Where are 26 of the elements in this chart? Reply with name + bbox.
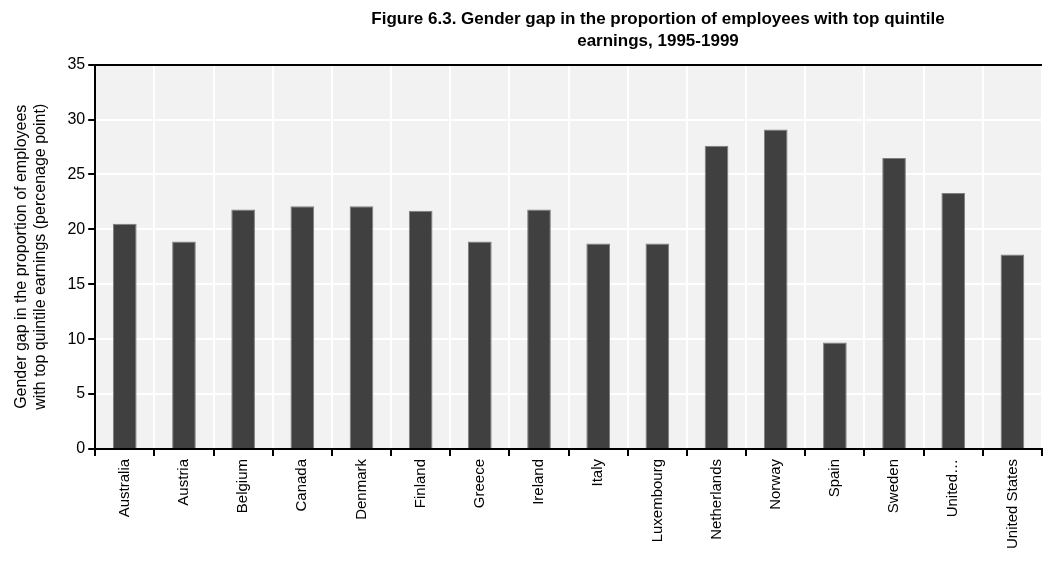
x-tick-label: Australia xyxy=(114,458,132,518)
x-tick-label: Finland xyxy=(410,458,428,509)
x-tick-label: Austria xyxy=(174,458,192,506)
x-tick-label: Canada xyxy=(292,458,310,512)
y-tick-label: 0 xyxy=(76,439,86,457)
x-tick-label: Greece xyxy=(469,458,487,509)
x-tick-label: United… xyxy=(943,458,961,518)
y-tick-label: 35 xyxy=(67,55,86,73)
y-tick-label: 5 xyxy=(76,384,86,402)
x-tick-label: Belgium xyxy=(233,458,251,514)
x-tick-label: Denmark xyxy=(351,458,369,520)
x-tick-label: Sweden xyxy=(884,458,902,514)
x-tick-label: Spain xyxy=(825,458,843,498)
y-tick-label: 10 xyxy=(67,329,86,347)
y-tick-label: 20 xyxy=(67,219,86,237)
y-tick-label: 15 xyxy=(67,274,86,292)
x-tick-label: Ireland xyxy=(529,458,547,505)
y-tick-label: 25 xyxy=(67,164,86,182)
x-tick-label: Italy xyxy=(588,458,606,487)
x-tick-label: Netherlands xyxy=(706,458,724,540)
x-tick-label: United States xyxy=(1002,458,1020,550)
chart-title: Figure 6.3. Gender gap in the proportion of employees with top quintile earnings, 1995-1999 xyxy=(370,8,946,52)
y-tick-label: 30 xyxy=(67,109,86,127)
x-tick-label: Luxembourg xyxy=(647,458,665,543)
x-tick-label: Norway xyxy=(765,458,783,510)
y-axis-title: Gender gap in the proportion of employees with top quintile earnings (percenage point) xyxy=(12,103,49,411)
